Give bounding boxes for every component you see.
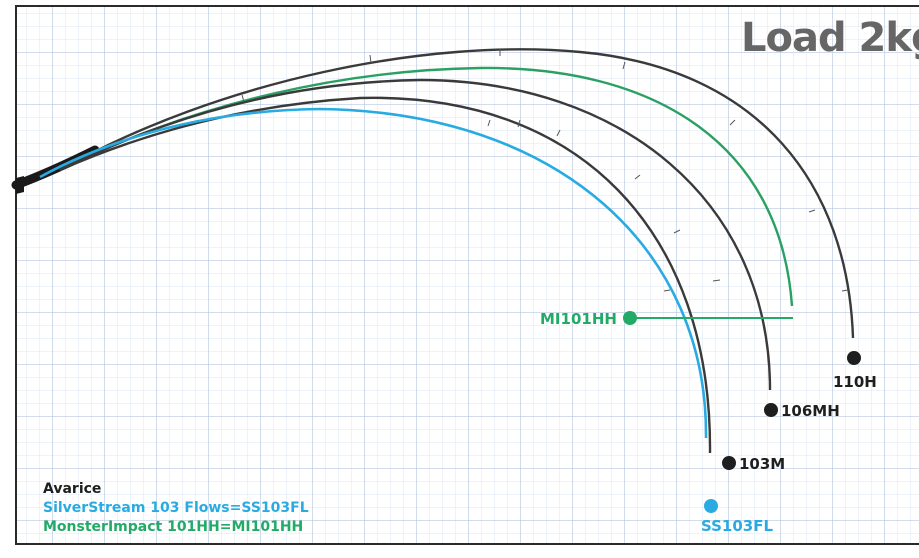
- legend-line-ss103fl: SilverStream 103 Flows=SS103FL: [43, 500, 309, 516]
- label-103M: 103M: [739, 455, 785, 473]
- label-110H: 110H: [833, 373, 877, 391]
- grid-background: [16, 6, 919, 544]
- chart-title: Load 2kg: [741, 15, 919, 61]
- label-106MH: 106MH: [781, 402, 840, 420]
- marker-MI101HH: [623, 311, 637, 325]
- curve-106MH: [59, 78, 772, 391]
- curve-103M: [59, 96, 712, 454]
- marker-106MH: [764, 403, 778, 417]
- label-MI101HH: MI101HH: [540, 310, 617, 328]
- marker-110H: [847, 351, 861, 365]
- label-SS103FL: SS103FL: [701, 517, 773, 535]
- rod-butt-cap: [16, 176, 24, 194]
- marker-103M: [722, 456, 736, 470]
- legend: Avarice SilverStream 103 Flows=SS103FL M…: [43, 481, 309, 535]
- diagram-border: [15, 5, 919, 545]
- legend-line-mi101hh: MonsterImpact 101HH=MI101HH: [43, 519, 303, 535]
- curve-SS103FL: [39, 107, 708, 439]
- curve-110H: [59, 48, 855, 339]
- legend-heading: Avarice: [43, 481, 101, 497]
- rod-guides: [241, 49, 849, 292]
- marker-SS103FL: [704, 499, 718, 513]
